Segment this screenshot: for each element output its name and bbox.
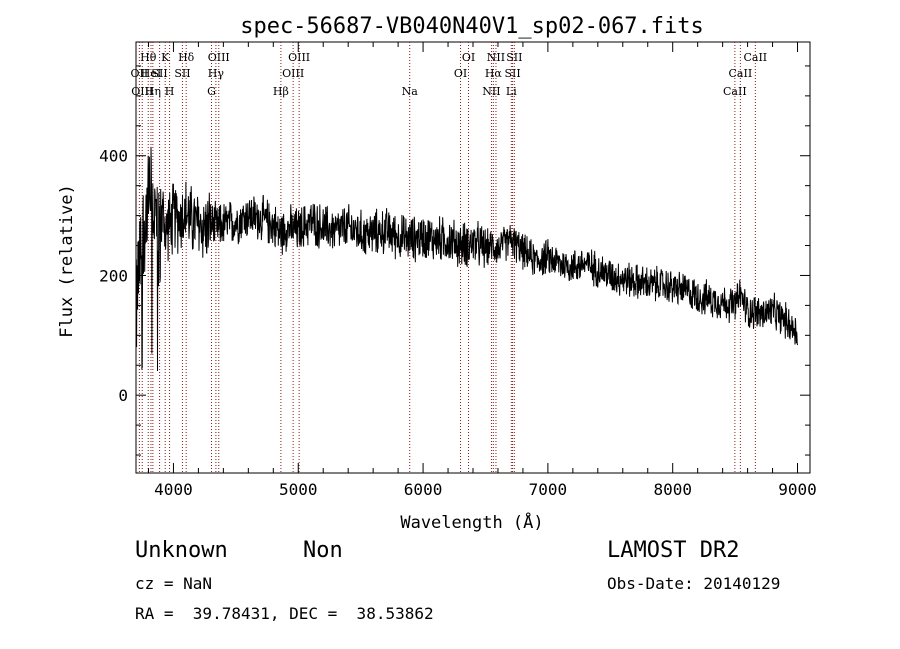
object-subclass: Non (303, 538, 343, 563)
y-axis-ticks: 0 200 400 (99, 65, 810, 456)
redshift-cz: cz = NaN (135, 574, 213, 593)
ra-dec: RA = 39.78431, DEC = 38.53862 (135, 604, 434, 623)
x-tick-label: 6000 (404, 480, 443, 499)
x-tick-label: 9000 (778, 480, 817, 499)
spectral-line-label: SII (174, 67, 190, 80)
x-tick-label: 4000 (154, 480, 193, 499)
spectral-line-label: NII (487, 51, 505, 64)
spectral-line-label: G (207, 85, 216, 98)
survey-name: LAMOST DR2 (607, 538, 740, 563)
object-class: Unknown (135, 538, 228, 563)
spectral-line-label: OIII (288, 51, 310, 64)
spectral-line-label: NII (482, 85, 500, 98)
spectral-line-labels: OII OIII Hθ HeI Hη SII K H SII Hδ G Hγ OIII Hβ OIII OII… (131, 51, 768, 98)
spectral-line-label: Li (506, 85, 517, 98)
spectral-line-label: Hθ (140, 51, 157, 64)
spectral-line-label: OII (131, 67, 149, 80)
y-axis-label: Flux (relative) (57, 184, 77, 338)
spectral-line-label: H (165, 85, 175, 98)
y-tick-label: 400 (99, 147, 128, 166)
spectral-line-label: OI (454, 67, 467, 80)
y-tick-label: 0 (118, 386, 128, 405)
x-tick-label: 7000 (529, 480, 568, 499)
spectral-line-markers (138, 42, 756, 473)
x-axis-label: Wavelength (Å) (400, 511, 543, 533)
spectral-line-label: CaII (723, 85, 747, 98)
spectral-line-label: OI (462, 51, 475, 64)
spectral-line-label: Hδ (178, 51, 195, 64)
x-axis-ticks: 4000 5000 6000 7000 8000 9000 (147, 42, 817, 499)
spectral-line-label: HeI (141, 67, 161, 80)
x-tick-label: 8000 (653, 480, 692, 499)
x-tick-label: 5000 (279, 480, 318, 499)
spectral-line-label: Hη (145, 85, 161, 98)
spectral-line-label: SII (504, 67, 520, 80)
spectral-line-label: CaII (729, 67, 753, 80)
spectral-line-label: SII (151, 67, 167, 80)
spectral-line-label: OIII (208, 51, 230, 64)
spectral-line-label: CaII (743, 51, 767, 64)
spectral-line-label: Hβ (273, 85, 289, 98)
chart-title: spec-56687-VB040N40V1_sp02-067.fits (240, 14, 704, 39)
spectral-line-label: OIII (131, 85, 153, 98)
spectrum-line (135, 146, 798, 372)
obs-date: Obs-Date: 20140129 (607, 574, 781, 593)
spectral-line-label: Hγ (208, 67, 225, 80)
spectral-line-label: K (161, 51, 170, 64)
spectral-line-label: OIII (282, 67, 304, 80)
y-tick-label: 200 (99, 266, 128, 285)
spectral-line-label: SII (506, 51, 522, 64)
spectral-line-label: Na (402, 85, 419, 98)
spectral-line-label: Hα (485, 67, 503, 80)
